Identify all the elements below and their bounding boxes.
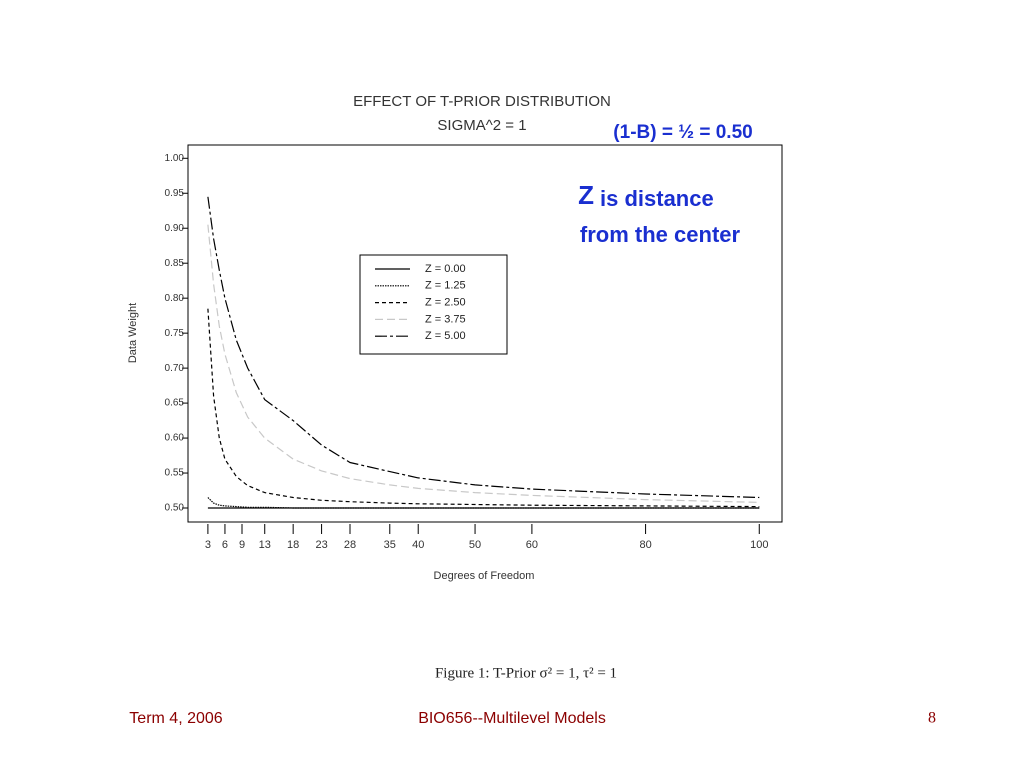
footer-right: 8 [928, 710, 936, 727]
x-tick-label: 80 [639, 539, 651, 551]
legend-box [359, 254, 508, 355]
x-tick-label: 50 [469, 539, 481, 551]
legend-label: Z = 1.25 [425, 280, 466, 292]
x-tick-label: 35 [384, 539, 396, 551]
x-tick-label: 100 [750, 539, 768, 551]
y-tick-label: 0.60 [165, 433, 185, 444]
y-tick-label: 0.75 [165, 328, 185, 339]
y-tick-label: 0.95 [165, 188, 185, 199]
legend-label: Z = 2.50 [425, 297, 466, 309]
chart-subtitle: SIGMA^2 = 1 [437, 117, 526, 134]
y-tick-label: 0.85 [165, 258, 185, 269]
series-line [207, 196, 760, 499]
x-axis-label: Degrees of Freedom [434, 570, 535, 582]
y-tick-label: 0.55 [165, 468, 185, 479]
x-tick-label: 23 [315, 539, 327, 551]
footer-center: BIO656--Multilevel Models [418, 710, 606, 727]
series-line [207, 497, 760, 509]
x-tick-label: 28 [344, 539, 356, 551]
y-tick-label: 0.50 [165, 503, 185, 514]
caption: Figure 1: T-Prior σ² = 1, τ² = 1 [435, 665, 617, 681]
series-line [207, 224, 760, 503]
annotation: (1-B) = ½ = 0.50 [613, 122, 752, 143]
series-line [207, 308, 760, 508]
x-tick-label: 3 [205, 539, 211, 551]
x-tick-label: 60 [526, 539, 538, 551]
y-tick-label: 0.70 [165, 363, 185, 374]
x-tick-label: 9 [239, 539, 245, 551]
y-tick-label: 0.80 [165, 293, 185, 304]
annotation: from the center [580, 222, 741, 247]
y-tick-label: 0.90 [165, 223, 185, 234]
x-tick-label: 6 [222, 539, 228, 551]
legend-label: Z = 0.00 [425, 263, 466, 275]
footer-left: Term 4, 2006 [129, 710, 222, 727]
annotation: is distance [600, 186, 714, 211]
x-tick-label: 13 [259, 539, 271, 551]
y-tick-label: 1.00 [165, 153, 185, 164]
annotation: Z [578, 180, 594, 210]
x-tick-label: 40 [412, 539, 424, 551]
chart-title: EFFECT OF T-PRIOR DISTRIBUTION [353, 93, 611, 110]
x-tick-label: 18 [287, 539, 299, 551]
y-axis-label: Data Weight [127, 303, 139, 363]
legend-label: Z = 5.00 [425, 330, 466, 342]
legend-label: Z = 3.75 [425, 313, 466, 325]
y-tick-label: 0.65 [165, 398, 185, 409]
